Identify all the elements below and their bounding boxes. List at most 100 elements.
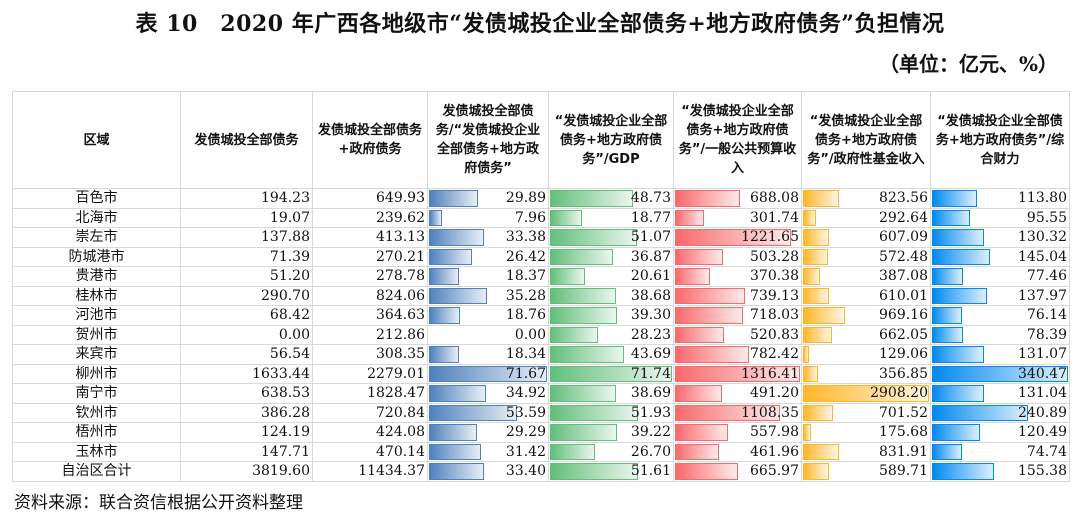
cell-value: 78.39 (1026, 326, 1067, 343)
cell-value: 56.54 (269, 346, 310, 362)
value-cell: 308.35 (312, 344, 428, 365)
data-bar-cell: 35.28 (427, 285, 549, 306)
cell-value: 364.63 (376, 307, 425, 323)
value-cell: 720.84 (312, 402, 428, 423)
cell-value: 470.14 (376, 443, 425, 460)
data-bar (675, 190, 741, 207)
data-bar-cell: 34.92 (427, 383, 549, 404)
data-bar (803, 307, 845, 324)
cell-value: 137.97 (1018, 287, 1067, 304)
cell-value: 370.38 (750, 268, 799, 284)
data-bar (803, 385, 929, 402)
data-bar-cell: 53.59 (427, 402, 549, 423)
value-cell: 51.20 (180, 266, 313, 287)
data-bar-cell: 782.42 (673, 344, 802, 365)
data-bar (803, 424, 811, 441)
cell-value: 1108.35 (741, 404, 799, 421)
region-cell: 崇左市 (12, 227, 181, 248)
cell-value: 1316.41 (741, 365, 799, 382)
value-cell: 212.86 (312, 324, 428, 345)
data-bar (675, 209, 704, 226)
region-cell: 贵港市 (12, 266, 181, 287)
column-header: “发债城投企业全部债务+地方政府债务”/综合财力 (930, 91, 1070, 189)
data-bar-cell: 155.38 (930, 461, 1070, 482)
data-bar (429, 190, 479, 207)
cell-value: 51.61 (630, 463, 671, 479)
data-bar (803, 326, 832, 343)
cell-value: 29.29 (505, 424, 546, 440)
cell-value: 7.96 (514, 209, 546, 226)
data-bar-cell: 48.73 (548, 188, 674, 209)
header-row: 区域 发债城投全部债务 发债城投全部债务+政府债务 发债城投全部债务/“发债城投企业全… (12, 91, 1070, 189)
cell-value: 301.74 (750, 209, 799, 226)
cell-value: 2279.01 (367, 365, 425, 382)
column-header: 区域 (12, 91, 181, 189)
data-bar-cell: 131.04 (930, 383, 1070, 404)
value-cell: 137.88 (180, 227, 313, 248)
table-row: 自治区合计 3819.60 11434.37 33.40 51.61 665.97 589.… (12, 461, 1070, 482)
data-bar-cell: 39.30 (548, 305, 674, 326)
data-bar-cell: 292.64 (801, 207, 931, 228)
cell-value: 739.13 (750, 287, 799, 304)
table-row: 梧州市 124.19 424.08 29.29 39.22 557.98 175.68 120… (12, 422, 1070, 443)
data-bar (429, 385, 487, 402)
cell-value: 48.73 (630, 190, 671, 206)
cell-value: 662.05 (879, 326, 928, 343)
data-bar (550, 268, 586, 285)
data-bar-cell: 665.97 (673, 461, 802, 482)
cell-value: 610.01 (879, 287, 928, 304)
region-cell: 玉林市 (12, 441, 181, 462)
cell-value: 607.09 (879, 229, 928, 245)
data-bar (803, 346, 809, 363)
data-bar (675, 443, 719, 460)
data-bar (932, 248, 990, 265)
cell-value: 20.61 (630, 268, 671, 284)
table-row: 桂林市 290.70 824.06 35.28 38.68 739.13 610.01 137… (12, 285, 1070, 306)
source-note: 资料来源：联合资信根据公开资料整理 (14, 493, 303, 513)
data-bar-cell: 301.74 (673, 207, 802, 228)
cell-value: 240.89 (1018, 404, 1067, 421)
data-bar (932, 326, 964, 343)
table-row: 河池市 68.42 364.63 18.76 39.30 718.03 969.16 76.1… (12, 305, 1070, 326)
cell-value: 969.16 (879, 307, 928, 323)
debt-table: 区域 发债城投全部债务 发债城投全部债务+政府债务 发债城投全部债务/“发债城投企业全… (12, 91, 1070, 482)
data-bar-cell: 356.85 (801, 363, 931, 384)
cell-value: 145.04 (1018, 248, 1067, 265)
cell-value: 147.71 (261, 443, 310, 460)
data-bar (550, 229, 637, 246)
cell-value: 71.39 (269, 248, 310, 265)
cell-value: 137.88 (261, 229, 310, 245)
cell-value: 1221.65 (741, 229, 799, 245)
cell-value: 638.53 (261, 385, 310, 401)
data-bar-cell: 370.38 (673, 266, 802, 287)
value-cell: 290.70 (180, 285, 313, 306)
value-cell: 270.21 (312, 246, 428, 267)
cell-value: 0.00 (514, 326, 546, 343)
table-row: 贺州市 0.00 212.86 0.00 28.23 520.83 662.05 78.39 (12, 324, 1070, 345)
data-bar (675, 268, 711, 285)
cell-value: 649.93 (376, 190, 425, 206)
data-bar-cell: 688.08 (673, 188, 802, 209)
data-bar-cell: 145.04 (930, 246, 1070, 267)
cell-value: 589.71 (879, 463, 928, 479)
data-bar (550, 443, 596, 460)
data-bar (550, 209, 582, 226)
data-bar-cell: 503.28 (673, 246, 802, 267)
cell-value: 212.86 (376, 326, 425, 343)
table-row: 柳州市 1633.44 2279.01 71.67 71.74 1316.41 356.85… (12, 363, 1070, 384)
value-cell: 239.62 (312, 207, 428, 228)
cell-value: 35.28 (505, 287, 546, 304)
value-cell: 364.63 (312, 305, 428, 326)
data-bar (803, 463, 829, 480)
cell-value: 120.49 (1018, 424, 1067, 440)
data-bar (803, 287, 830, 304)
data-bar (932, 463, 995, 480)
data-bar (675, 307, 744, 324)
data-bar-cell: 1108.35 (673, 402, 802, 423)
data-bar (932, 365, 1068, 382)
data-bar (675, 229, 791, 246)
data-bar-cell: 38.68 (548, 285, 674, 306)
cell-value: 424.08 (376, 424, 425, 440)
data-bar (675, 404, 781, 421)
cell-value: 26.70 (630, 443, 671, 460)
